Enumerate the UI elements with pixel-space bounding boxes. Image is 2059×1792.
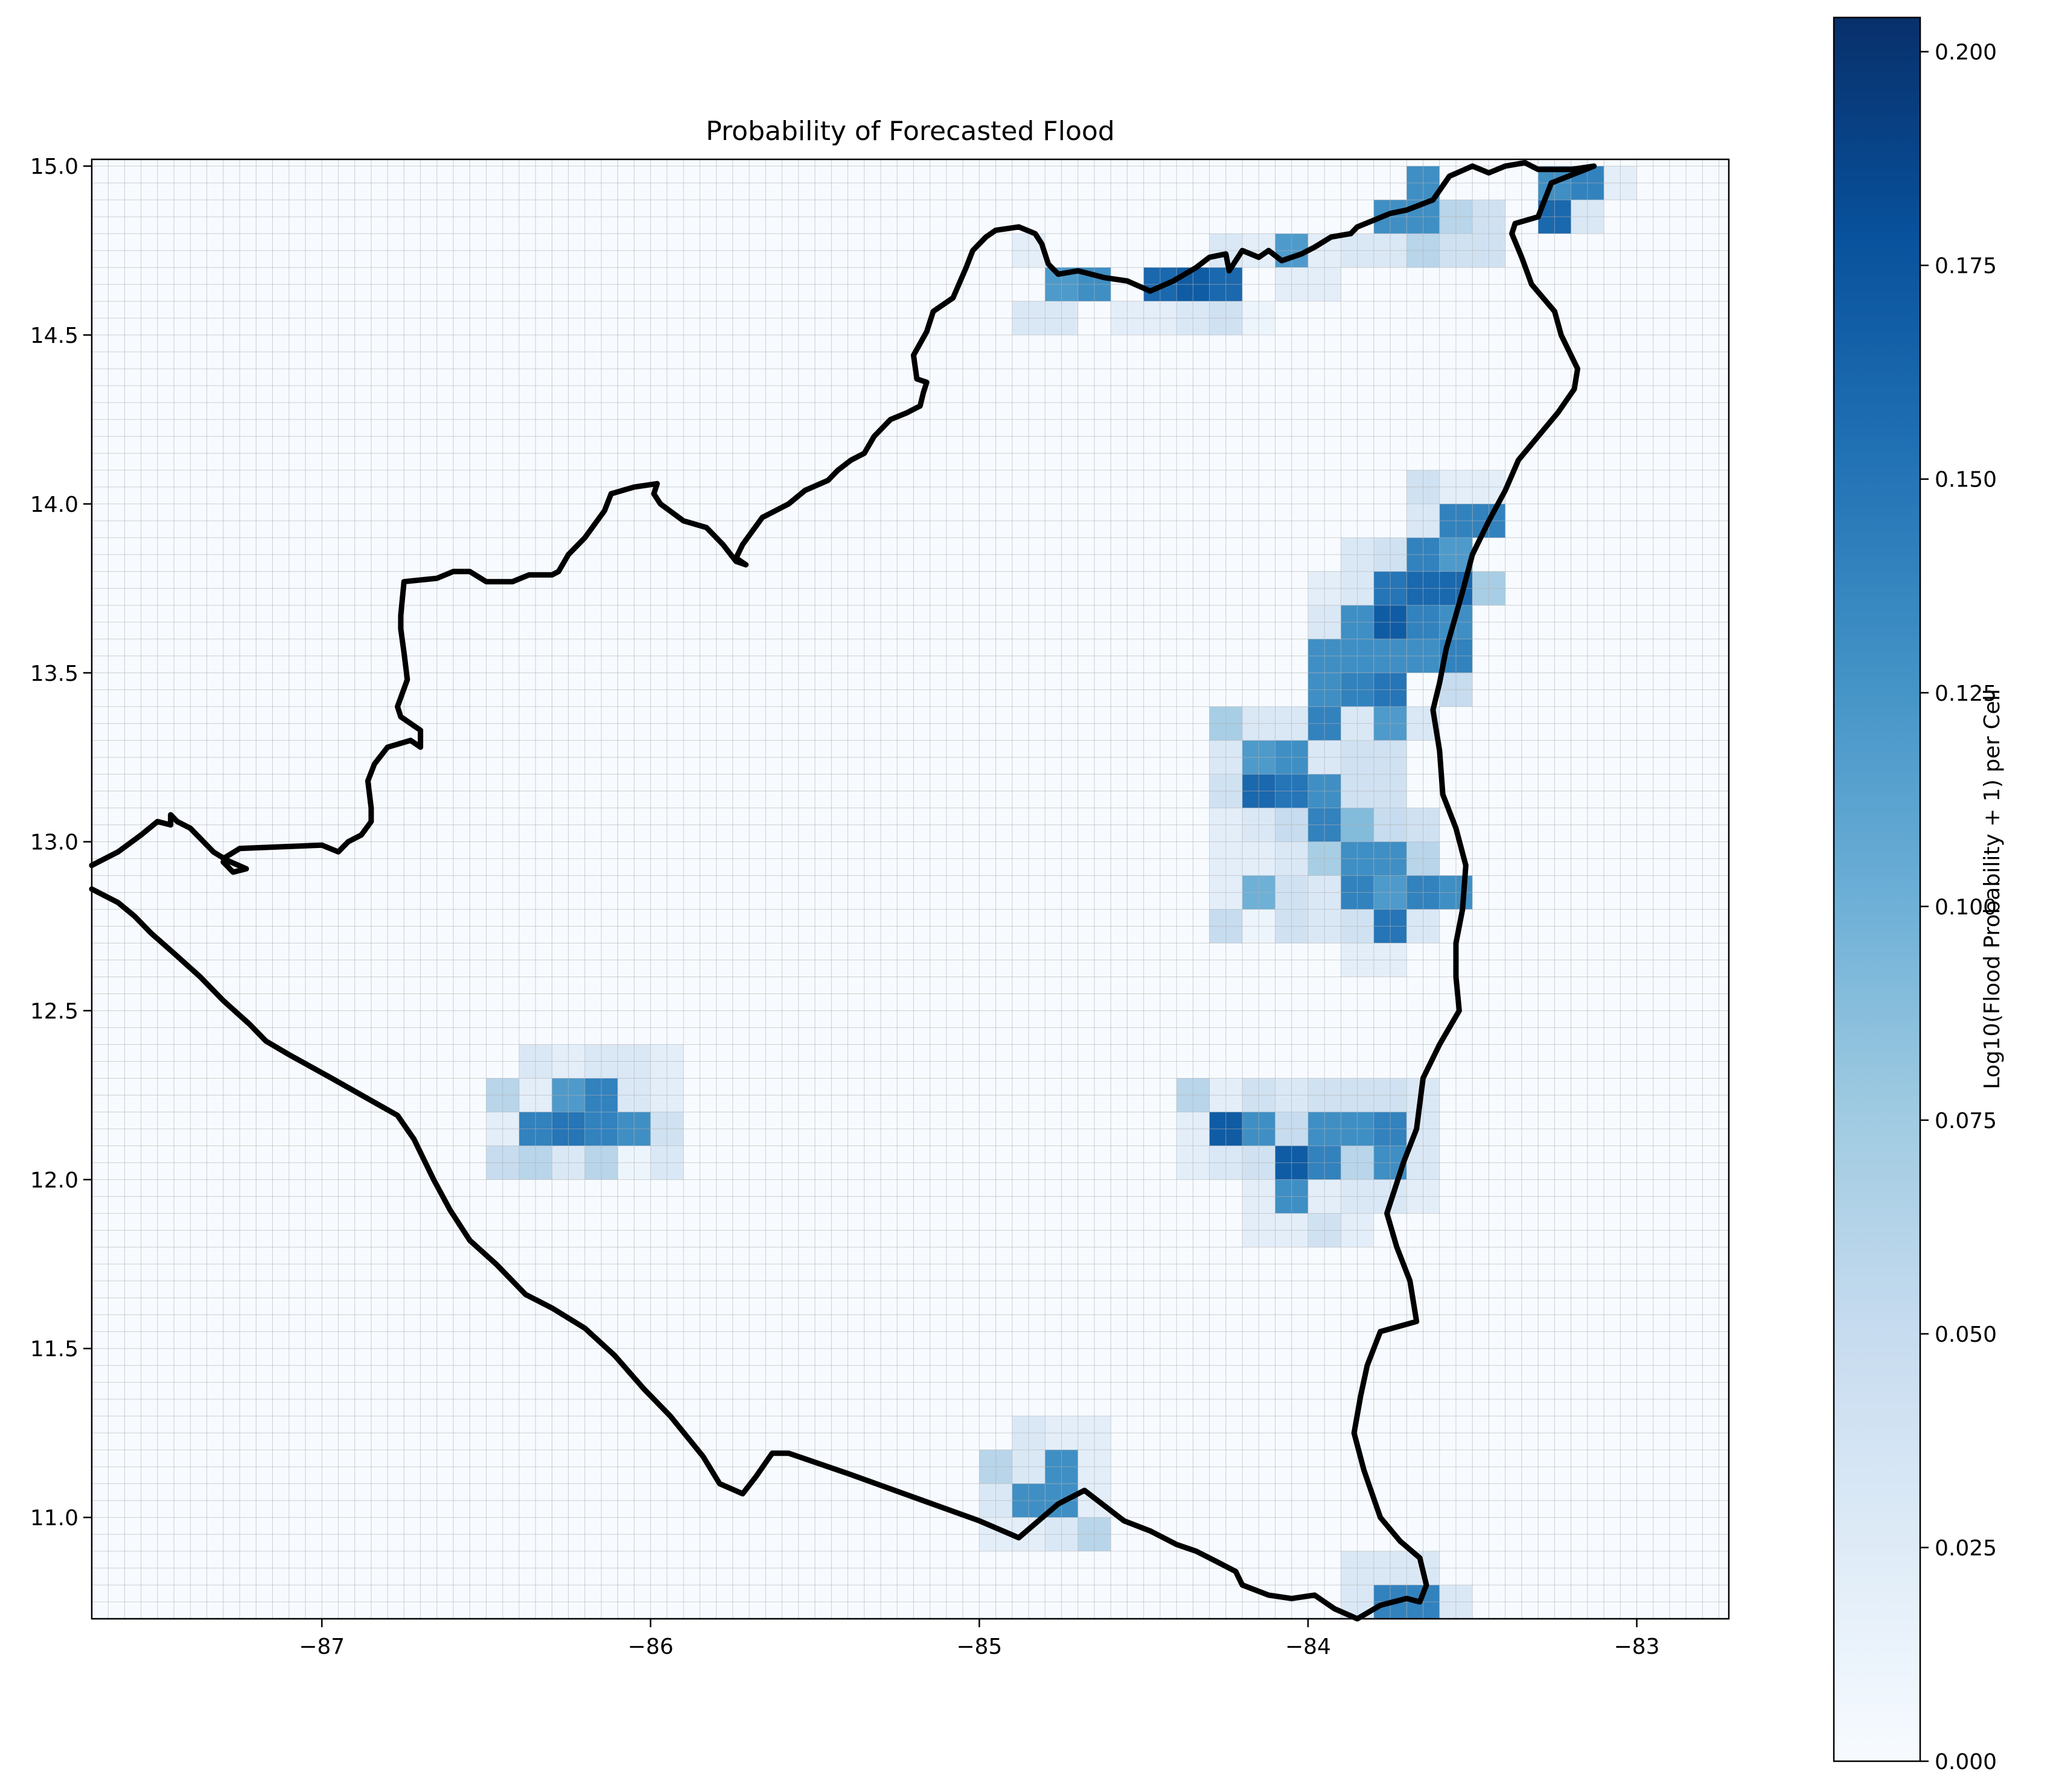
y-tick-label: 13.0 <box>30 831 78 855</box>
y-tick-label: 12.5 <box>30 1000 78 1024</box>
y-tick-label: 14.5 <box>30 324 78 348</box>
colorbar-gradient <box>1833 16 1921 1762</box>
y-tick-label: 14.0 <box>30 493 78 517</box>
x-tick-label: −85 <box>956 1634 1002 1659</box>
colorbar: 0.000 0.025 0.050 0.075 0.100 0.125 0.150 0.175… <box>1833 16 2005 1774</box>
colorbar-tick-label: 0.175 <box>1935 254 1997 279</box>
x-tick-label: −83 <box>1614 1634 1660 1659</box>
colorbar-tick-label: 0.050 <box>1935 1322 1997 1347</box>
colorbar-ticks: 0.000 0.025 0.050 0.075 0.100 0.125 0.150 0.175… <box>1920 40 1997 1774</box>
colorbar-tick-label: 0.000 <box>1935 1750 1997 1774</box>
map-plot-area <box>89 158 1730 1622</box>
colorbar-tick-label: 0.100 <box>1935 895 1997 920</box>
y-tick-label: 11.0 <box>30 1506 78 1531</box>
map-grid <box>91 159 1729 1619</box>
map-frame <box>91 158 1730 1620</box>
chart-title: Probability of Forecasted Flood <box>706 116 1114 147</box>
x-tick-label: −86 <box>628 1634 674 1659</box>
y-axis: 11.0 11.5 12.0 12.5 13.0 13.5 14.0 14.5 15.0 <box>30 155 92 1531</box>
map-background <box>92 159 1729 1619</box>
y-tick-label: 15.0 <box>30 155 78 179</box>
colorbar-tick-label: 0.025 <box>1935 1536 1997 1561</box>
colorbar-tick-label: 0.125 <box>1935 681 1997 706</box>
colorbar-label: Log10(Flood Probability + 1) per Cell <box>1980 689 2005 1089</box>
x-axis: −87 −86 −85 −84 −83 <box>299 1619 1660 1659</box>
y-tick-label: 11.5 <box>30 1337 78 1362</box>
x-tick-label: −87 <box>299 1634 345 1659</box>
country-outline <box>89 160 1597 1622</box>
colorbar-tick-label: 0.200 <box>1935 40 1997 65</box>
x-tick-label: −84 <box>1285 1634 1331 1659</box>
colorbar-tick-label: 0.075 <box>1935 1109 1997 1134</box>
colorbar-tick-label: 0.150 <box>1935 468 1997 493</box>
y-tick-label: 12.0 <box>30 1168 78 1193</box>
y-tick-label: 13.5 <box>30 662 78 686</box>
